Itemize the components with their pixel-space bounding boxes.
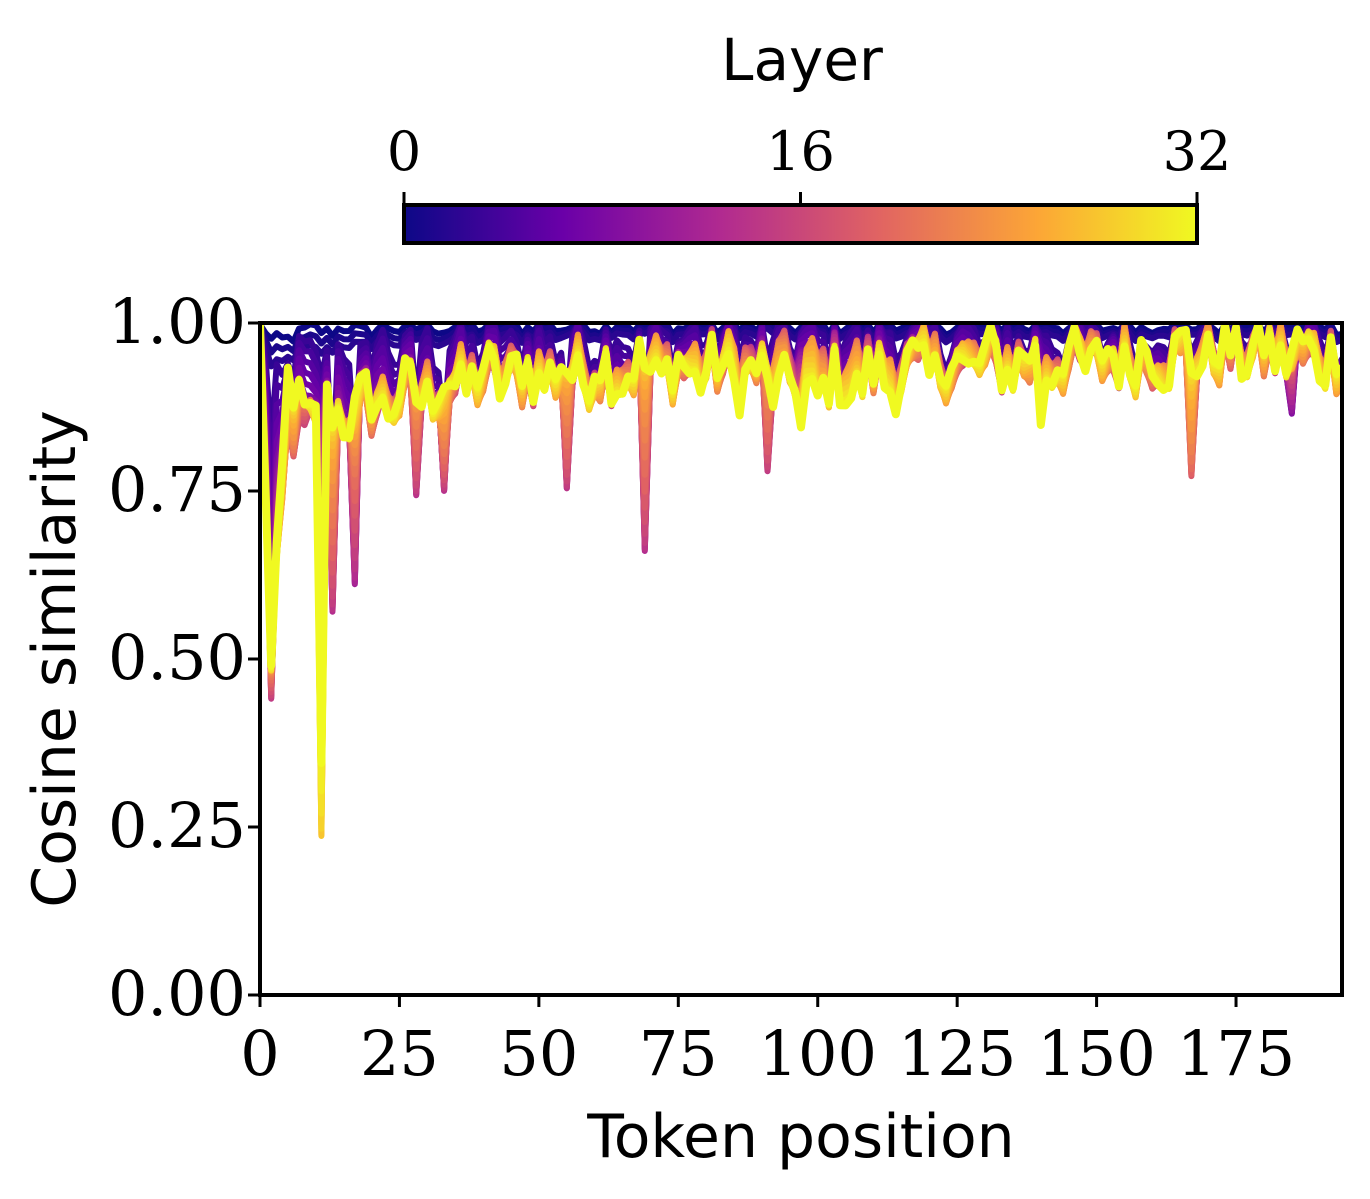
x-tick-label: 150 [1037,1017,1155,1090]
x-tick-label: 175 [1177,1017,1295,1090]
x-tick-label: 75 [639,1017,718,1090]
x-axis-label: Token position [586,1102,1014,1172]
series-group [260,323,1342,839]
y-tick-label: 0.50 [108,621,246,694]
y-axis-ticks: 0.00 0.25 0.50 0.75 1.00 [108,285,260,1030]
x-tick-label: 125 [898,1017,1016,1090]
y-tick-label: 0.75 [108,453,246,526]
y-tick-label: 0.25 [108,789,246,862]
colorbar-tick-label: 0 [387,120,421,183]
y-axis-label: Cosine similarity [20,410,90,907]
x-axis-ticks: 0 25 50 75 100 125 150 175 [240,995,1295,1090]
y-tick-label: 0.00 [108,957,246,1030]
x-tick-label: 100 [759,1017,877,1090]
series-line-layer-32 [260,323,1342,767]
colorbar-ticks: 0 16 32 [387,120,1232,205]
colorbar-gradient [402,203,1199,245]
y-tick-label: 1.00 [108,285,246,358]
plot-area: 0 25 50 75 100 125 150 175 0.00 0.25 0.50 0.75 1.00 [108,285,1344,1090]
x-tick-label: 50 [499,1017,578,1090]
colorbar: Layer 0 16 32 [387,26,1232,245]
x-tick-label: 0 [240,1017,279,1090]
x-tick-label: 25 [360,1017,439,1090]
colorbar-tick-label: 16 [766,120,835,183]
colorbar-label: Layer [721,26,883,94]
colorbar-tick-label: 32 [1163,120,1232,183]
